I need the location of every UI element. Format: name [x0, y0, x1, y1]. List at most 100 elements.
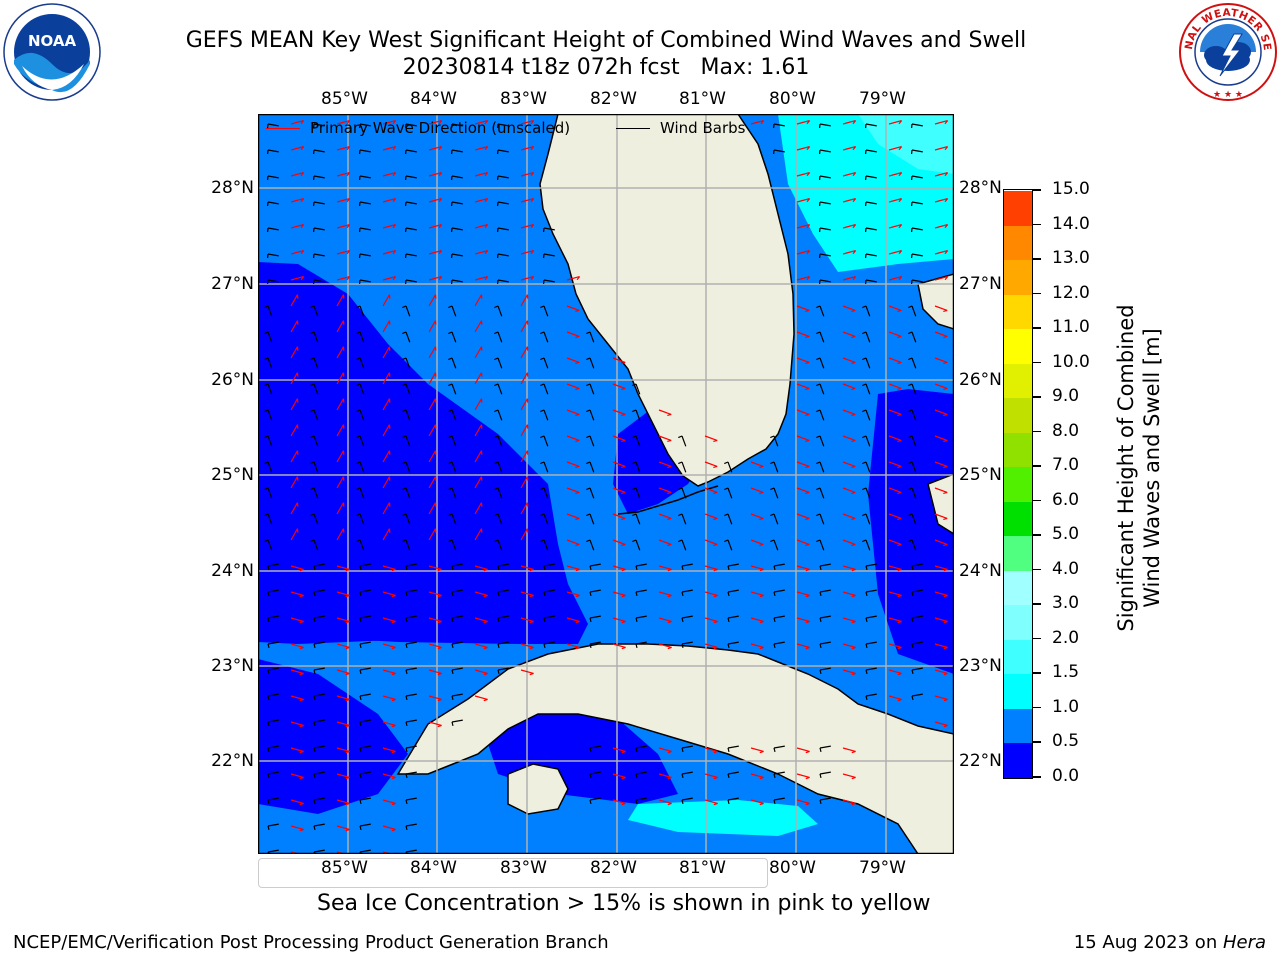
- wind-barb: [543, 589, 555, 593]
- wave-arrow-head: [805, 802, 810, 806]
- wave-direction-arrow: [888, 331, 902, 337]
- wave-direction-arrow: [796, 799, 810, 804]
- wind-barb: [451, 693, 463, 697]
- wind-barb-tick: [448, 409, 453, 413]
- wave-direction-arrow: [520, 617, 534, 622]
- colorbar-bin: [1004, 501, 1032, 537]
- wind-barb: [543, 227, 555, 231]
- colorbar-bin: [1004, 742, 1032, 778]
- wave-direction-arrow: [612, 487, 626, 493]
- wind-barb-tick: [405, 591, 408, 597]
- wind-barb-tick: [908, 487, 913, 491]
- wave-arrow-head: [943, 335, 948, 338]
- wave-direction-arrow: [888, 565, 902, 570]
- wind-barb-tick: [724, 487, 729, 491]
- wave-direction-arrow: [520, 424, 529, 437]
- wind-barb: [773, 123, 785, 127]
- wind-barb: [359, 563, 371, 567]
- wind-barb: [313, 227, 325, 231]
- wave-direction-arrow: [428, 146, 442, 151]
- wave-arrow-head: [621, 465, 626, 468]
- wind-barb: [405, 615, 417, 619]
- wind-barb: [819, 357, 825, 369]
- wave-arrow-head: [345, 568, 350, 572]
- bahamas-land: [917, 273, 954, 330]
- wind-barb-tick: [497, 669, 500, 675]
- wind-barb: [359, 745, 371, 749]
- wind-barb: [911, 383, 917, 395]
- wave-arrow-head: [346, 120, 351, 125]
- wave-direction-arrow: [612, 643, 626, 648]
- wind-barb-tick: [862, 383, 867, 387]
- wave-arrow-head: [851, 465, 856, 468]
- map-panel[interactable]: Primary Wave Direction (unscaled) Wind B…: [257, 113, 955, 888]
- wind-barb: [267, 279, 279, 283]
- wind-barb: [451, 667, 463, 671]
- wave-direction-arrow: [658, 591, 672, 596]
- wind-barb-tick: [632, 513, 637, 517]
- wind-barb: [543, 435, 549, 447]
- wave-direction-arrow: [658, 747, 672, 752]
- wind-barb-tick: [448, 435, 453, 439]
- colorbar-tick-label: 8.0: [1052, 420, 1080, 441]
- colorbar-tick-label: 12.0: [1052, 282, 1090, 303]
- wind-barb: [819, 487, 825, 499]
- wave-direction-arrow: [704, 617, 718, 622]
- wave-direction-arrow: [520, 476, 529, 489]
- wave-arrow-head: [483, 672, 488, 676]
- wind-barb-tick: [494, 357, 499, 361]
- wind-barb-tick: [402, 357, 407, 361]
- wind-barb: [267, 563, 279, 567]
- wave-direction-arrow: [934, 224, 948, 229]
- wave-arrow-head: [483, 620, 488, 624]
- wave-arrow-head: [944, 120, 949, 125]
- wave-direction-arrow: [612, 435, 626, 441]
- wave-direction-arrow: [382, 643, 396, 648]
- wind-barb: [313, 589, 325, 593]
- wave-direction-arrow: [934, 695, 948, 700]
- wave-arrow-head: [621, 802, 626, 806]
- wave-direction-arrow: [934, 172, 948, 177]
- wave-arrow-head: [667, 543, 672, 546]
- wave-arrow-head: [300, 250, 305, 255]
- wind-barb: [727, 539, 733, 551]
- wave-arrow-head: [621, 543, 626, 546]
- wave-direction-arrow: [290, 450, 299, 463]
- wave-direction-arrow: [934, 721, 948, 726]
- wind-barb: [497, 435, 503, 447]
- colorbar: [1003, 189, 1033, 779]
- wind-barb-tick: [448, 513, 453, 517]
- wave-arrow-head: [760, 120, 765, 125]
- colorbar-tick-label: 7.0: [1052, 455, 1080, 476]
- wind-barb: [543, 513, 549, 525]
- colorbar-bin: [1004, 570, 1032, 606]
- wave-height-map[interactable]: [257, 113, 955, 855]
- wind-barb-tick: [405, 565, 408, 571]
- wind-barb: [359, 357, 365, 369]
- wind-barb: [773, 745, 785, 749]
- wind-barb: [313, 823, 325, 827]
- wind-barb-tick: [816, 409, 821, 413]
- wind-barb: [497, 149, 509, 153]
- wave-direction-arrow: [842, 591, 856, 596]
- wind-barb: [313, 435, 319, 447]
- wind-barb-tick: [359, 643, 362, 649]
- wind-barb: [451, 539, 457, 551]
- wind-barb: [543, 539, 549, 551]
- wind-barb-tick: [865, 643, 868, 649]
- wave-direction-arrow: [382, 146, 396, 151]
- wind-barb-tick: [586, 539, 591, 543]
- wave-direction-arrow: [290, 773, 304, 778]
- wave-arrow-head: [300, 120, 305, 125]
- wind-barb-tick: [356, 487, 361, 491]
- wave-direction-arrow: [474, 617, 488, 622]
- wave-arrow-head: [345, 750, 350, 754]
- wave-arrow-head: [759, 543, 764, 546]
- lat-label-right: 26°N: [959, 370, 1002, 390]
- wave-direction-arrow: [842, 565, 856, 570]
- wind-barb-tick: [405, 825, 408, 831]
- wind-barb: [635, 797, 647, 801]
- wave-direction-arrow: [612, 383, 626, 389]
- wind-barb: [451, 409, 457, 421]
- wind-barb-tick: [451, 591, 454, 597]
